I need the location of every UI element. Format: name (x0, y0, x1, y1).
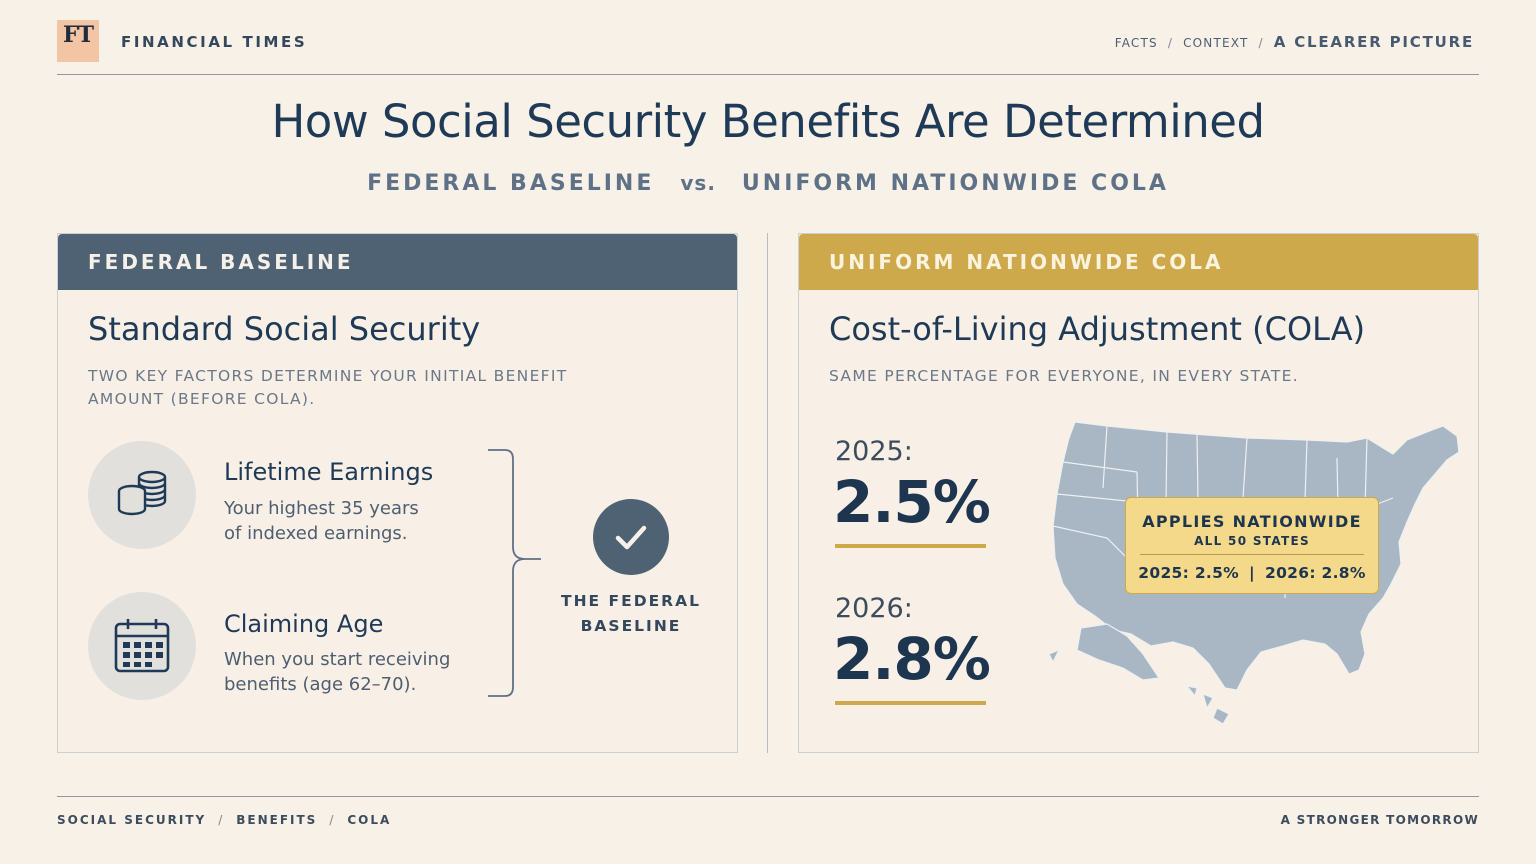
footer-breadcrumb: SOCIAL SECURITY / BENEFITS / COLA (57, 813, 391, 827)
callout-values: 2025: 2.5% | 2026: 2.8% (1126, 564, 1378, 582)
calendar-icon (88, 592, 196, 700)
nationwide-callout: APPLIES NATIONWIDE ALL 50 STATES 2025: 2… (1125, 497, 1379, 594)
year-underline (835, 544, 986, 548)
header-divider (57, 74, 1479, 75)
footer-tagline: A STRONGER TOMORROW (1280, 813, 1479, 827)
callout-pipe: | (1249, 564, 1255, 582)
callout-title: APPLIES NATIONWIDE (1142, 512, 1362, 531)
panel-title: Cost-of-Living Adjustment (COLA) (829, 310, 1366, 348)
footer-crumb-social-security[interactable]: SOCIAL SECURITY (57, 813, 207, 827)
factor-title-claiming-age: Claiming Age (224, 610, 384, 638)
cola-value-2025: 2.5% (833, 468, 991, 536)
panel-title: Standard Social Security (88, 310, 481, 348)
federal-baseline-panel: FEDERAL BASELINE Standard Social Securit… (57, 233, 738, 753)
factor-desc-line: Your highest 35 years (224, 498, 419, 519)
brand-name: FINANCIAL TIMES (121, 33, 308, 51)
factor-desc-line: of indexed earnings. (224, 523, 408, 544)
federal-baseline-label: THE FEDERAL BASELINE (548, 589, 714, 639)
callout-value-2025: 2025: 2.5% (1138, 564, 1240, 582)
cola-value-2026: 2.8% (833, 625, 991, 693)
panel-divider (767, 233, 768, 753)
factor-desc-claiming-age: When you start receiving benefits (age 6… (224, 647, 484, 697)
subtitle-vs: vs. (680, 171, 716, 195)
panel-header: UNIFORM NATIONWIDE COLA (799, 234, 1478, 290)
panel-header: FEDERAL BASELINE (58, 234, 737, 290)
subtitle-left: FEDERAL BASELINE (367, 171, 655, 196)
baseline-label-line: THE FEDERAL (561, 592, 701, 610)
crumb-separator: / (329, 813, 336, 827)
footer-divider (57, 796, 1479, 797)
checkmark-icon (593, 499, 669, 575)
page-subtitle: FEDERAL BASELINE vs. UNIFORM NATIONWIDE CO… (0, 171, 1536, 196)
year-label-2025: 2025: (835, 436, 913, 467)
subtitle-right: UNIFORM NATIONWIDE COLA (741, 171, 1169, 196)
callout-subtitle: ALL 50 STATES (1194, 534, 1310, 548)
crumb-facts[interactable]: FACTS (1114, 36, 1158, 50)
coins-stack-icon (88, 441, 196, 549)
cola-panel: UNIFORM NATIONWIDE COLA Cost-of-Living A… (798, 233, 1479, 753)
factor-desc-line: benefits (age 62–70). (224, 674, 417, 695)
header-breadcrumb: FACTS / CONTEXT / A CLEARER PICTURE (1115, 33, 1474, 51)
year-underline (835, 701, 986, 705)
panel-subtitle: TWO KEY FACTORS DETERMINE YOUR INITIAL B… (88, 367, 568, 408)
panel-subtitle: SAME PERCENTAGE FOR EVERYONE, IN EVERY S… (829, 367, 1299, 385)
crumb-separator: / (1258, 36, 1264, 50)
callout-value-2026: 2026: 2.8% (1264, 564, 1366, 582)
footer-crumb-cola[interactable]: COLA (347, 813, 392, 827)
factor-title-earnings: Lifetime Earnings (224, 458, 434, 486)
ft-logo[interactable]: FT (57, 20, 99, 62)
callout-divider (1140, 554, 1364, 555)
baseline-label-line: BASELINE (580, 617, 682, 635)
factor-desc-line: When you start receiving (224, 649, 451, 670)
crumb-separator: / (1167, 36, 1174, 50)
footer-crumb-benefits[interactable]: BENEFITS (236, 813, 318, 827)
crumb-context[interactable]: CONTEXT (1183, 36, 1249, 50)
year-label-2026: 2026: (835, 593, 913, 624)
factor-desc-earnings: Your highest 35 years of indexed earning… (224, 496, 484, 546)
crumb-clearer-picture[interactable]: A CLEARER PICTURE (1273, 33, 1474, 51)
bracket-connector (488, 449, 541, 697)
crumb-separator: / (218, 813, 225, 827)
page-title: How Social Security Benefits Are Determi… (271, 95, 1265, 148)
